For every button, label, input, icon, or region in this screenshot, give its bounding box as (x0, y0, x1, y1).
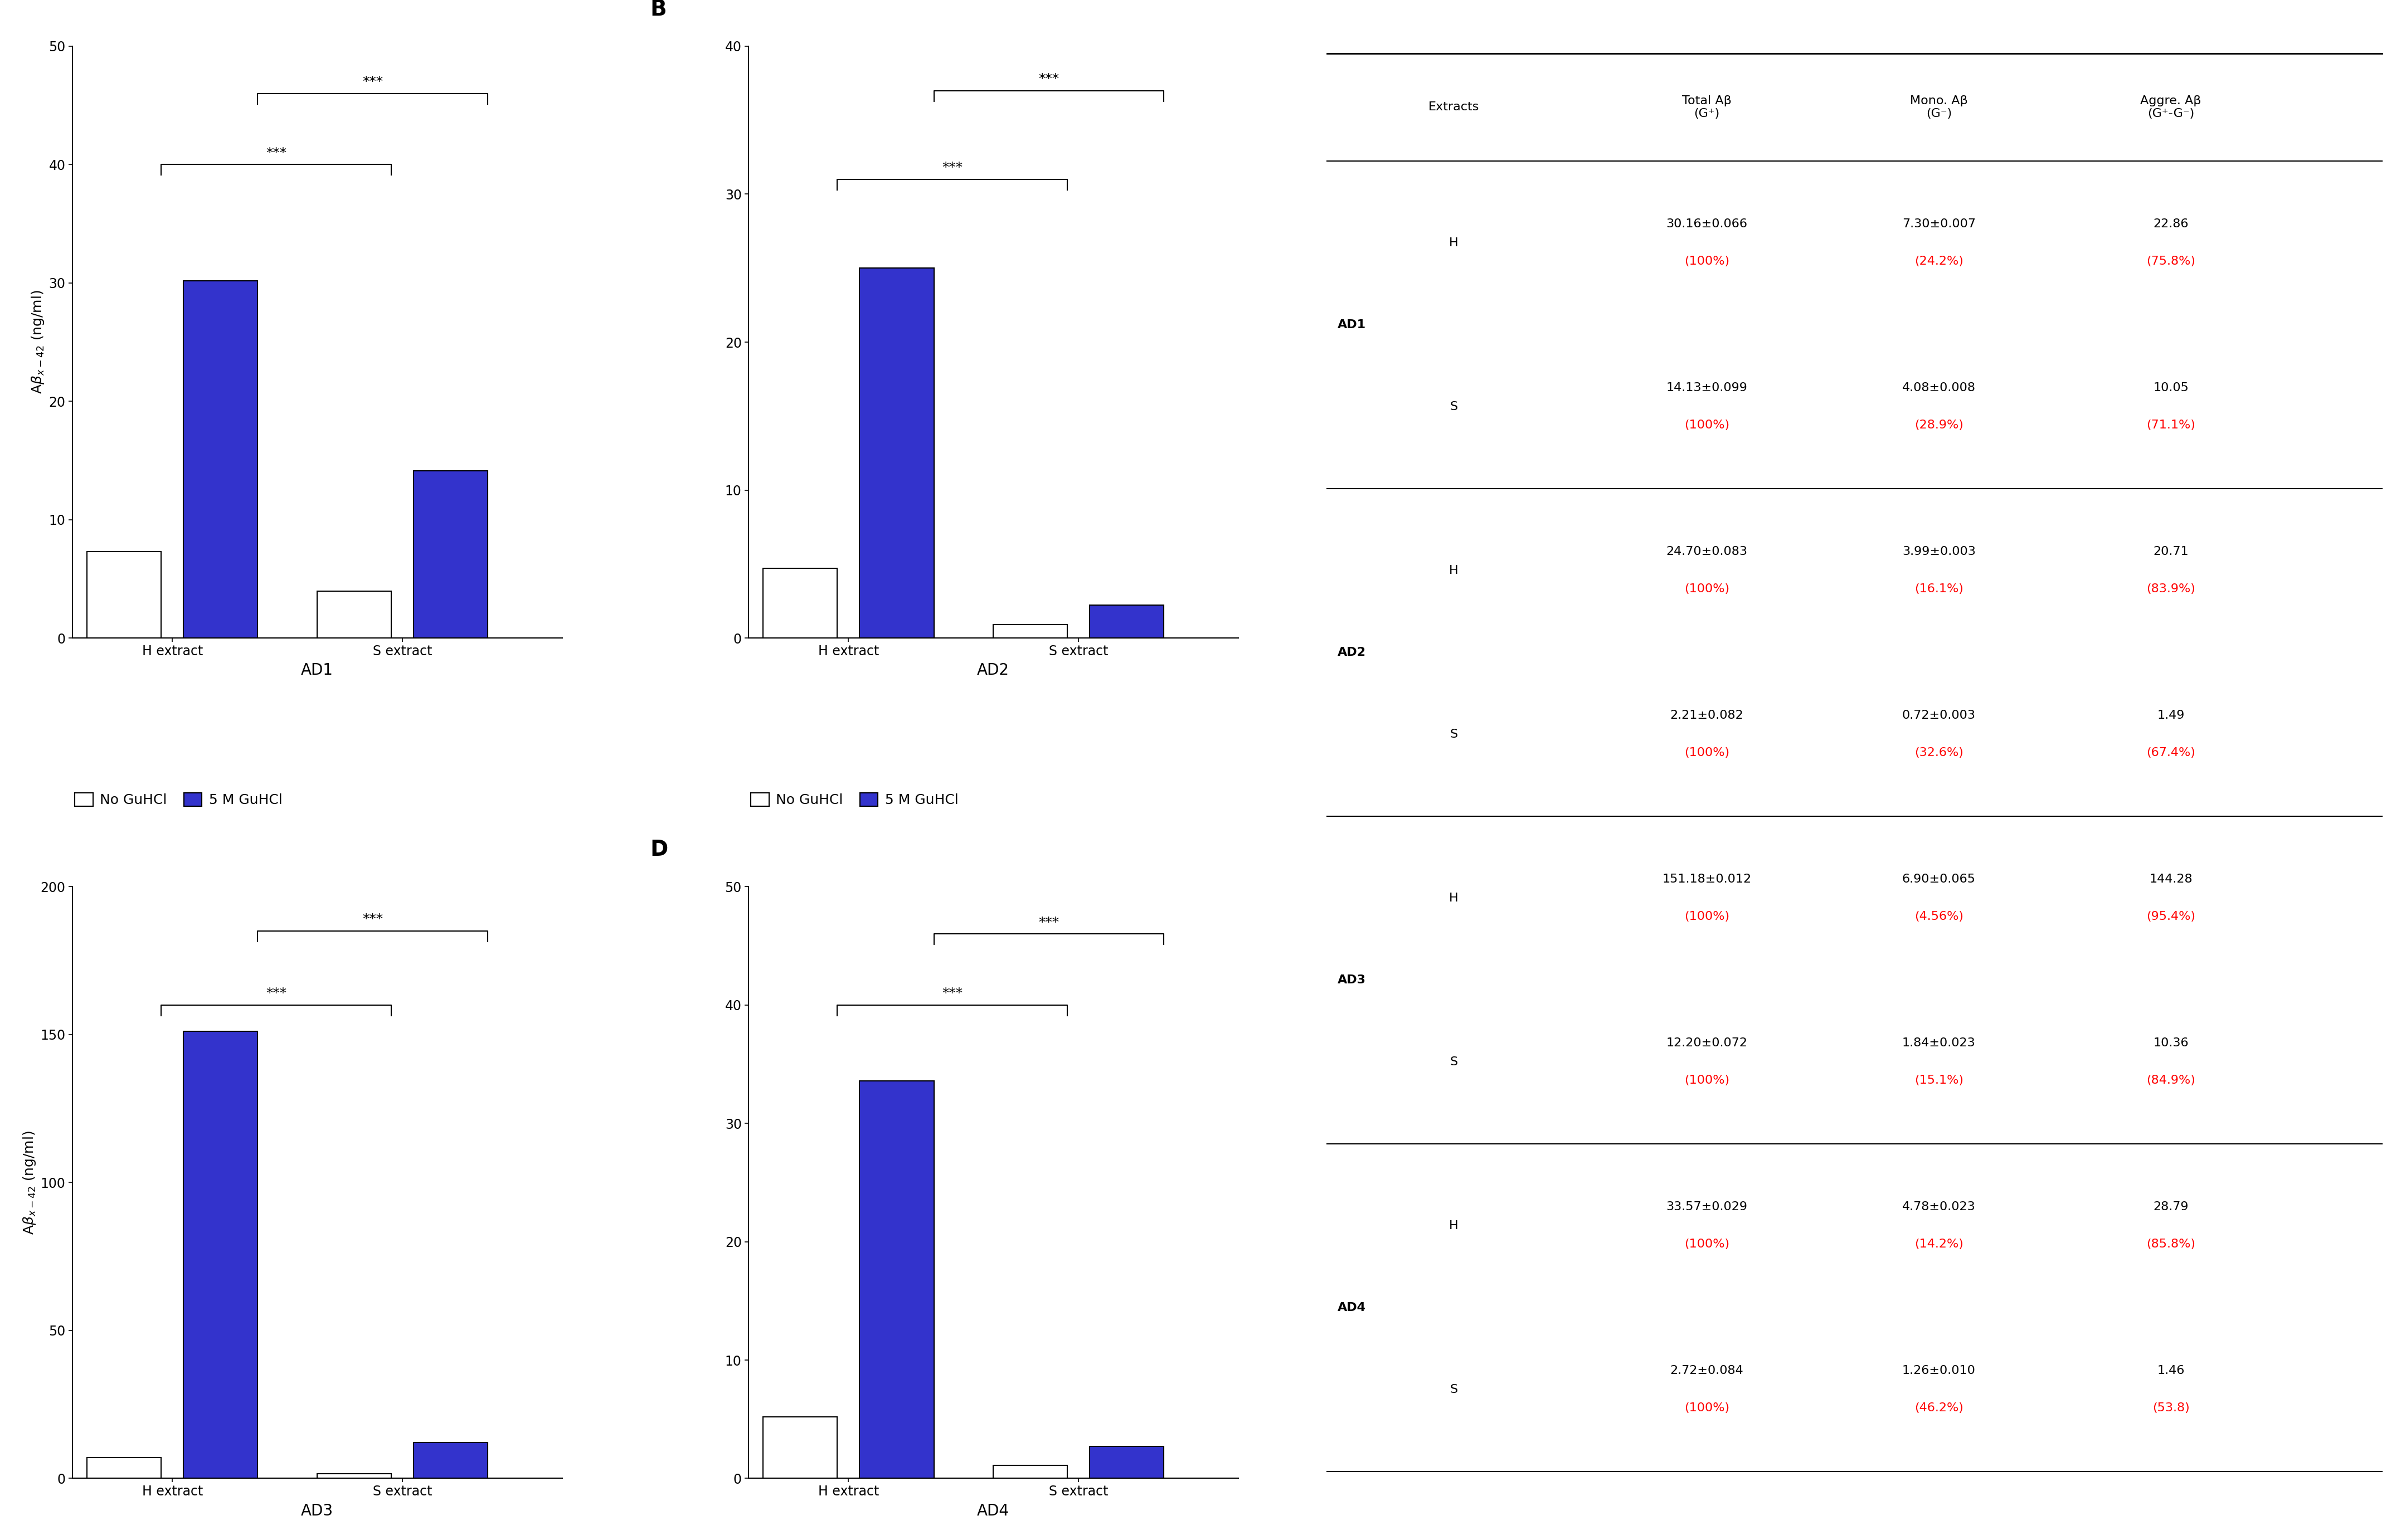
Text: B: B (650, 0, 666, 20)
Bar (994, 1466, 1068, 1478)
Bar (763, 568, 837, 638)
Text: 20.71: 20.71 (2153, 547, 2189, 557)
Text: (53.8): (53.8) (2153, 1403, 2189, 1414)
Text: H: H (1448, 565, 1458, 576)
Bar (183, 280, 257, 638)
Text: 10.05: 10.05 (2153, 382, 2189, 393)
Y-axis label: A$\beta$$_{x-42}$ (ng/ml): A$\beta$$_{x-42}$ (ng/ml) (29, 290, 46, 394)
Text: AD1: AD1 (1338, 319, 1367, 330)
Text: (4.56%): (4.56%) (1915, 912, 1963, 922)
Text: 4.08±0.008: 4.08±0.008 (1903, 382, 1975, 393)
Text: ***: *** (1039, 916, 1059, 929)
Text: 1.49: 1.49 (2158, 710, 2185, 721)
X-axis label: AD2: AD2 (977, 662, 1011, 678)
Bar (414, 1443, 488, 1478)
Text: (16.1%): (16.1%) (1915, 584, 1963, 594)
Text: (100%): (100%) (1684, 1403, 1730, 1414)
Text: D: D (650, 839, 669, 861)
Text: S: S (1451, 400, 1458, 413)
Text: ***: *** (267, 987, 286, 999)
Text: (32.6%): (32.6%) (1915, 747, 1963, 758)
Text: (85.8%): (85.8%) (2146, 1238, 2194, 1250)
Bar (414, 471, 488, 638)
Text: 14.13±0.099: 14.13±0.099 (1665, 382, 1747, 393)
Text: 22.86: 22.86 (2153, 219, 2189, 229)
Text: H: H (1448, 892, 1458, 904)
X-axis label: AD4: AD4 (977, 1503, 1011, 1518)
Text: ***: *** (267, 146, 286, 160)
Text: (46.2%): (46.2%) (1915, 1403, 1963, 1414)
Text: (95.4%): (95.4%) (2146, 912, 2194, 922)
Text: 2.72±0.084: 2.72±0.084 (1670, 1364, 1744, 1377)
Text: (71.1%): (71.1%) (2146, 419, 2194, 431)
Text: ***: *** (363, 75, 383, 89)
Text: H: H (1448, 1220, 1458, 1230)
Text: 1.26±0.010: 1.26±0.010 (1903, 1364, 1975, 1377)
Bar (183, 1032, 257, 1478)
Text: (14.2%): (14.2%) (1915, 1238, 1963, 1250)
Text: (100%): (100%) (1684, 256, 1730, 266)
Text: (24.2%): (24.2%) (1915, 256, 1963, 266)
Text: 6.90±0.065: 6.90±0.065 (1903, 873, 1975, 885)
Text: (100%): (100%) (1684, 912, 1730, 922)
Bar (87, 551, 161, 638)
Text: (100%): (100%) (1684, 1238, 1730, 1250)
Text: Mono. Aβ
(G⁻): Mono. Aβ (G⁻) (1910, 95, 1968, 119)
Text: (75.8%): (75.8%) (2146, 256, 2194, 266)
Text: ***: *** (363, 913, 383, 926)
Text: Extracts: Extracts (1429, 102, 1480, 112)
Text: ***: *** (943, 987, 962, 999)
Text: Aggre. Aβ
(G⁺-G⁻): Aggre. Aβ (G⁺-G⁻) (2141, 95, 2201, 119)
Bar (87, 1458, 161, 1478)
Text: (100%): (100%) (1684, 747, 1730, 758)
Text: AD2: AD2 (1338, 647, 1367, 658)
Text: 10.36: 10.36 (2153, 1038, 2189, 1049)
Text: (67.4%): (67.4%) (2146, 747, 2194, 758)
Bar (859, 1081, 934, 1478)
Legend: No GuHCl, 5 M GuHCl: No GuHCl, 5 M GuHCl (70, 787, 289, 813)
Legend: No GuHCl, 5 M GuHCl: No GuHCl, 5 M GuHCl (746, 787, 965, 813)
Text: 24.70±0.083: 24.70±0.083 (1665, 547, 1747, 557)
Bar (859, 268, 934, 638)
Text: 33.57±0.029: 33.57±0.029 (1665, 1201, 1747, 1212)
Bar (318, 591, 392, 638)
Text: 3.99±0.003: 3.99±0.003 (1903, 547, 1975, 557)
X-axis label: AD3: AD3 (301, 1503, 334, 1518)
Text: 151.18±0.012: 151.18±0.012 (1663, 873, 1752, 885)
Text: AD4: AD4 (1338, 1301, 1367, 1314)
Text: 28.79: 28.79 (2153, 1201, 2189, 1212)
Text: ***: *** (943, 162, 962, 174)
Text: (84.9%): (84.9%) (2146, 1075, 2194, 1086)
Text: 1.84±0.023: 1.84±0.023 (1903, 1038, 1975, 1049)
Bar (763, 1417, 837, 1478)
Bar (994, 625, 1068, 638)
Text: (83.9%): (83.9%) (2146, 584, 2194, 594)
X-axis label: AD1: AD1 (301, 662, 334, 678)
Bar (1090, 1446, 1165, 1478)
Text: 144.28: 144.28 (2149, 873, 2192, 885)
Text: H: H (1448, 237, 1458, 248)
Text: 30.16±0.066: 30.16±0.066 (1665, 219, 1747, 229)
Text: (100%): (100%) (1684, 419, 1730, 431)
Text: S: S (1451, 728, 1458, 739)
Bar (1090, 605, 1165, 638)
Bar (318, 1474, 392, 1478)
Text: (15.1%): (15.1%) (1915, 1075, 1963, 1086)
Text: S: S (1451, 1384, 1458, 1395)
Text: ***: *** (1039, 72, 1059, 86)
Text: (100%): (100%) (1684, 1075, 1730, 1086)
Text: 12.20±0.072: 12.20±0.072 (1665, 1038, 1747, 1049)
Text: AD3: AD3 (1338, 975, 1367, 986)
Text: (28.9%): (28.9%) (1915, 419, 1963, 431)
Text: S: S (1451, 1056, 1458, 1067)
Text: 7.30±0.007: 7.30±0.007 (1903, 219, 1975, 229)
Text: Total Aβ
(G⁺): Total Aβ (G⁺) (1682, 95, 1732, 119)
Y-axis label: A$\beta$$_{x-42}$ (ng/ml): A$\beta$$_{x-42}$ (ng/ml) (22, 1130, 38, 1235)
Text: 2.21±0.082: 2.21±0.082 (1670, 710, 1744, 721)
Text: 0.72±0.003: 0.72±0.003 (1903, 710, 1975, 721)
Text: (100%): (100%) (1684, 584, 1730, 594)
Text: 1.46: 1.46 (2158, 1364, 2185, 1377)
Text: 4.78±0.023: 4.78±0.023 (1903, 1201, 1975, 1212)
